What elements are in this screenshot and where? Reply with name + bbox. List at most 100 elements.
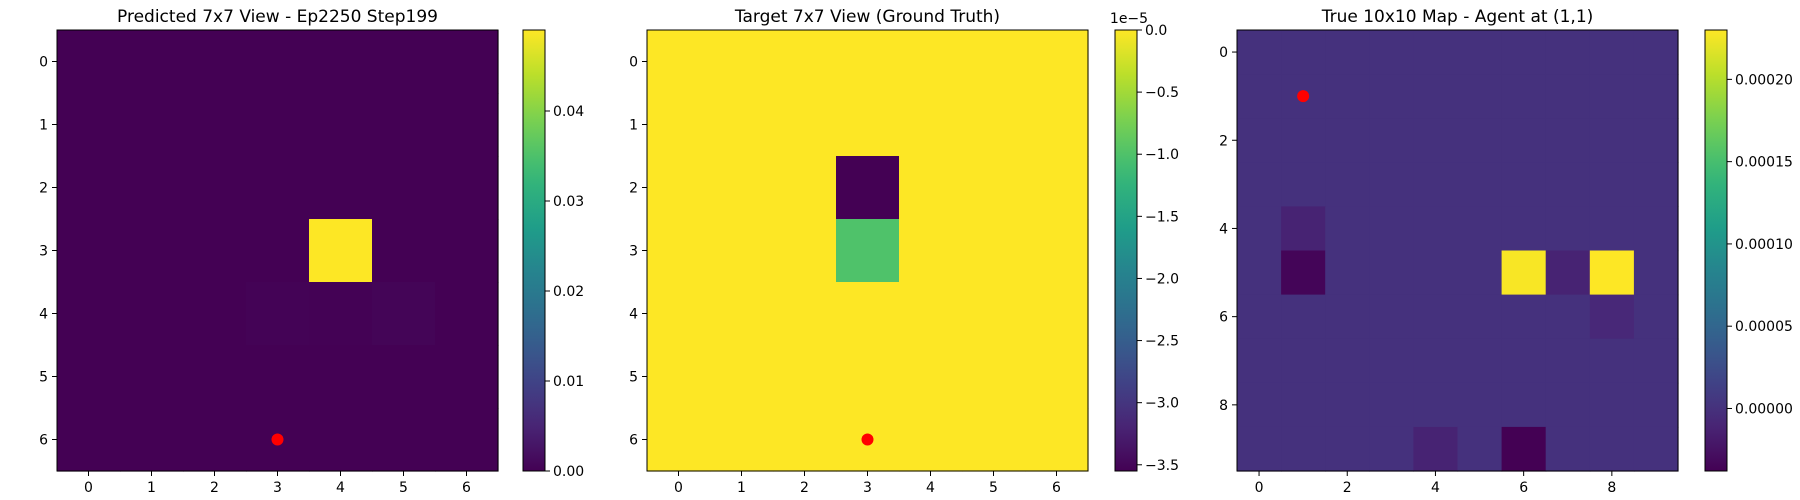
heatmap-cell — [309, 93, 373, 157]
heatmap-cell — [836, 156, 900, 220]
colorbar-tick-label: −2.5 — [1145, 334, 1179, 350]
colorbar-tick-label: −1.5 — [1145, 209, 1179, 225]
heatmap-cell — [1633, 382, 1679, 428]
heatmap-cell — [435, 408, 499, 472]
heatmap-cell — [1369, 294, 1414, 340]
heatmap-cell — [899, 408, 963, 472]
heatmap-cell — [1413, 30, 1459, 75]
x-tick-label: 0 — [674, 480, 683, 496]
heatmap-cell — [309, 408, 373, 472]
x-tick-label: 3 — [273, 480, 282, 496]
heatmap-cell — [1369, 426, 1414, 472]
x-tick-label: 5 — [399, 480, 408, 496]
heatmap-cell — [183, 219, 247, 283]
heatmap-cell — [710, 93, 774, 157]
heatmap-cell — [57, 156, 121, 220]
heatmap-cell — [372, 408, 436, 472]
heatmap-cell — [1413, 74, 1459, 119]
heatmap-cell — [1281, 426, 1326, 472]
x-tick-label: 1 — [147, 480, 156, 496]
heatmap-cell — [1501, 74, 1547, 119]
heatmap-cell — [1025, 345, 1089, 409]
x-tick-label: 2 — [210, 480, 219, 496]
chart-title: True 10x10 Map - Agent at (1,1) — [1321, 7, 1594, 27]
heatmap-cell — [1025, 282, 1089, 346]
heatmap-cell — [647, 282, 711, 346]
x-tick-label: 6 — [1519, 480, 1528, 496]
heatmap-cell — [1545, 382, 1591, 428]
heatmap-cell — [773, 408, 837, 472]
heatmap-cell — [372, 93, 436, 157]
heatmap-cell — [1589, 206, 1635, 252]
heatmap-cell — [1545, 294, 1591, 340]
heatmap-cell — [246, 282, 310, 346]
heatmap-cell — [1633, 74, 1679, 119]
heatmap-cell — [57, 219, 121, 283]
y-tick-label: 4 — [629, 307, 638, 323]
heatmap-cell — [773, 30, 837, 94]
y-tick-label: 3 — [629, 244, 638, 260]
x-tick-label: 4 — [1431, 480, 1440, 496]
heatmap-cell — [1589, 74, 1635, 119]
heatmap-cell — [962, 408, 1026, 472]
heatmap-cell — [372, 282, 436, 346]
heatmap-panel-target: Target 7x7 View (Ground Truth) 0 1 2 3 4 5 6 0 1 2… — [629, 7, 1179, 496]
heatmap-cell — [647, 219, 711, 283]
heatmap-cell — [1545, 206, 1591, 252]
colorbar-tick-label: −0.5 — [1145, 85, 1179, 101]
colorbar-tick-label: 0.04 — [553, 104, 584, 120]
heatmap-cell — [1369, 30, 1414, 75]
colorbar-tick-label: −3.0 — [1145, 396, 1179, 412]
heatmap-cell — [899, 345, 963, 409]
heatmap-cell — [1633, 206, 1679, 252]
heatmap-cell — [1413, 338, 1459, 384]
heatmap-cell — [962, 93, 1026, 157]
heatmap-cell — [1325, 74, 1370, 119]
colorbar — [522, 29, 546, 472]
heatmap-cell — [1237, 30, 1282, 75]
heatmap-cell — [1457, 118, 1503, 163]
heatmap-cell — [1281, 250, 1326, 296]
x-tick-label: 0 — [1255, 480, 1264, 496]
heatmap-cell — [57, 408, 121, 472]
heatmap-cell — [1413, 162, 1459, 207]
heatmap-cell — [1413, 118, 1459, 163]
heatmap-cell — [183, 345, 247, 409]
heatmap-cell — [710, 345, 774, 409]
heatmap-cell — [183, 93, 247, 157]
colorbar-offset-label: 1e−5 — [1110, 11, 1148, 27]
heatmap-cell — [435, 282, 499, 346]
y-tick-label: 6 — [1219, 310, 1228, 326]
heatmap-cell — [899, 93, 963, 157]
heatmap-cell — [120, 219, 184, 283]
heatmap-cell — [1457, 338, 1503, 384]
x-tick-label: 4 — [926, 480, 935, 496]
y-tick-label: 2 — [1219, 133, 1228, 149]
x-tick-label: 0 — [84, 480, 93, 496]
heatmap-cell — [183, 30, 247, 94]
heatmap-cell — [1589, 118, 1635, 163]
heatmap-cell — [1457, 250, 1503, 296]
heatmap-cell — [1589, 30, 1635, 75]
heatmap-cell — [309, 156, 373, 220]
y-tick-label: 2 — [629, 181, 638, 197]
heatmap-cell — [647, 156, 711, 220]
heatmap-cell — [57, 345, 121, 409]
heatmap-cell — [1325, 250, 1370, 296]
colorbar-tick-label: 0.03 — [553, 194, 584, 210]
heatmap-cell — [1545, 118, 1591, 163]
heatmap-cell — [1501, 206, 1547, 252]
heatmap-cell — [120, 156, 184, 220]
colorbar — [1704, 29, 1728, 472]
heatmap-panel-true-map: True 10x10 Map - Agent at (1,1) 0 2 4 6 8 0 2 4 6… — [1219, 7, 1793, 496]
agent-marker — [271, 433, 284, 446]
heatmap-cell — [1237, 426, 1282, 472]
heatmap-cell — [836, 30, 900, 94]
chart-title: Target 7x7 View (Ground Truth) — [734, 7, 1000, 27]
heatmap-cell — [1457, 30, 1503, 75]
heatmap-cell — [1413, 250, 1459, 296]
heatmap-cell — [1633, 250, 1679, 296]
x-tick-label: 2 — [800, 480, 809, 496]
heatmap-cell — [1325, 30, 1370, 75]
heatmap-panel-predicted: Predicted 7x7 View - Ep2250 Step199 0 1 2 3 4… — [39, 7, 584, 496]
